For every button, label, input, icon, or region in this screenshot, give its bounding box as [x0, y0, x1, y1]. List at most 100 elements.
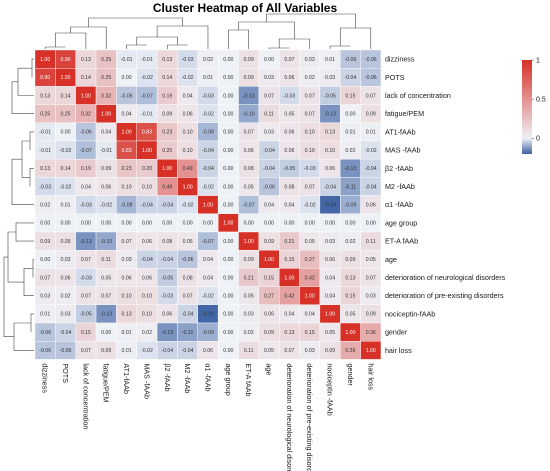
- cell-value-label: 0.05: [264, 348, 274, 354]
- cell-value-label: -0.10: [100, 239, 112, 245]
- cell-value-label: -0.09: [345, 203, 357, 209]
- cell-value-label: 0.10: [142, 312, 152, 318]
- cell-value-label: 0.13: [81, 57, 91, 63]
- cell-value-label: 0.13: [162, 57, 172, 63]
- cell-value-label: 1.00: [162, 166, 172, 172]
- cell-value-label: 0.03: [60, 257, 70, 263]
- cell-value-label: -0.02: [182, 75, 194, 81]
- cell-value-label: 0.00: [223, 57, 233, 63]
- cell-value-label: 0.00: [305, 221, 315, 227]
- column-dendrogram: [44, 13, 372, 49]
- cell-value-label: 0.01: [122, 330, 132, 336]
- cell-value-label: 0.11: [101, 257, 111, 263]
- cell-value-label: -0.02: [304, 203, 316, 209]
- cell-value-label: 0.03: [244, 312, 254, 318]
- cell-value-label: 0.07: [264, 93, 274, 99]
- cell-value-label: 0.05: [284, 112, 294, 118]
- column-label: deterioration of neurological disorders: [285, 363, 294, 471]
- cell-value-label: 0.42: [305, 275, 315, 281]
- cell-value-label: -0.06: [365, 75, 377, 81]
- cell-value-label: 0.08: [162, 239, 172, 245]
- cell-value-label: 0.04: [81, 184, 91, 190]
- cell-value-label: 0.06: [325, 257, 335, 263]
- row-label: fatigue/PEM: [385, 109, 424, 118]
- column-label: MAS -fAAb: [142, 363, 151, 399]
- cell-value-label: 0.14: [60, 93, 70, 99]
- cell-value-label: 0.02: [60, 294, 70, 300]
- heatmap-cell: [360, 341, 382, 360]
- column-label: M2 -fAAb: [183, 363, 192, 393]
- cell-value-label: 0.00: [101, 330, 111, 336]
- column-label: nociceptin -fAAb: [326, 363, 335, 415]
- cell-value-label: -0.06: [182, 257, 194, 263]
- cell-value-label: -0.13: [243, 93, 255, 99]
- cell-value-label: 0.32: [81, 112, 91, 118]
- cell-value-label: 0.02: [244, 330, 254, 336]
- cell-value-label: -0.07: [80, 148, 92, 154]
- cell-value-label: -0.04: [263, 166, 275, 172]
- cell-value-label: 1.00: [264, 257, 274, 263]
- cell-value-label: 0.04: [325, 275, 335, 281]
- legend-tick-label: 0: [536, 136, 540, 143]
- cell-value-label: 0.00: [40, 221, 50, 227]
- cell-value-label: 0.07: [305, 112, 315, 118]
- cell-value-label: 0.11: [366, 239, 376, 245]
- cell-value-label: 0.36: [345, 348, 355, 354]
- cell-value-label: 0.83: [142, 130, 152, 136]
- cell-value-label: 0.00: [101, 221, 111, 227]
- row-label: MAS -fAAb: [385, 146, 421, 155]
- cell-value-label: 0.02: [203, 57, 213, 63]
- dendrogram-branch: [17, 67, 34, 96]
- cell-value-label: 0.10: [305, 148, 315, 154]
- cell-value-label: -0.04: [263, 148, 275, 154]
- cell-value-label: 1.00: [81, 93, 91, 99]
- column-label: dizziness: [41, 363, 50, 393]
- cell-value-label: -0.02: [365, 148, 377, 154]
- cell-value-label: 0.02: [40, 203, 50, 209]
- column-label: β2 -fAAb: [163, 363, 172, 391]
- cell-value-label: 0.15: [81, 330, 91, 336]
- cell-value-label: 0.05: [101, 275, 111, 281]
- cell-value-label: 0.90: [40, 75, 50, 81]
- cell-value-label: 0.05: [244, 294, 254, 300]
- cell-value-label: 0.06: [203, 348, 213, 354]
- cell-value-label: 0.00: [142, 221, 152, 227]
- dendrogram-branch: [136, 36, 178, 45]
- cell-value-label: 0.03: [40, 294, 50, 300]
- cell-value-label: 0.04: [203, 275, 213, 281]
- cell-value-label: 0.14: [60, 166, 70, 172]
- cell-value-label: 0.00: [223, 166, 233, 172]
- cell-value-label: 1.00: [325, 312, 335, 318]
- cell-value-label: 0.10: [305, 130, 315, 136]
- cell-value-label: -0.09: [202, 330, 214, 336]
- dendrogram-branch: [23, 268, 34, 296]
- cell-value-label: 0.03: [122, 257, 132, 263]
- cell-value-label: -0.02: [60, 184, 72, 190]
- cell-value-label: 0.20: [142, 166, 152, 172]
- cell-value-label: 0.02: [345, 148, 355, 154]
- cell-value-label: 0.09: [366, 112, 376, 118]
- cell-value-label: -0.04: [345, 75, 357, 81]
- cell-value-label: -0.04: [161, 203, 173, 209]
- cell-value-label: 0.06: [142, 275, 152, 281]
- cell-value-label: 0.25: [101, 57, 111, 63]
- cell-value-label: 0.21: [244, 275, 254, 281]
- row-label: α1 -fAAb: [385, 200, 413, 209]
- cell-value-label: 0.03: [60, 312, 70, 318]
- cell-value-label: 1.00: [203, 203, 213, 209]
- cell-value-label: 0.00: [183, 221, 193, 227]
- cell-value-label: -0.06: [263, 184, 275, 190]
- cell-value-label: 0.14: [162, 75, 172, 81]
- cell-value-label: 0.15: [345, 294, 355, 300]
- cell-value-label: 0.13: [345, 275, 355, 281]
- row-label: lack of concentration: [385, 91, 451, 100]
- cell-value-label: 0.02: [345, 239, 355, 245]
- cell-value-label: 0.06: [264, 312, 274, 318]
- cell-value-label: -0.03: [304, 166, 316, 172]
- row-labels: dizziness POTS lack of concentration fatigu…: [385, 55, 506, 355]
- cell-value-label: 0.07: [122, 239, 132, 245]
- cell-value-label: -0.03: [283, 93, 295, 99]
- row-label: β2 -fAAb: [385, 164, 413, 173]
- cell-value-label: 0.09: [40, 239, 50, 245]
- dendrogram-branch: [30, 313, 34, 333]
